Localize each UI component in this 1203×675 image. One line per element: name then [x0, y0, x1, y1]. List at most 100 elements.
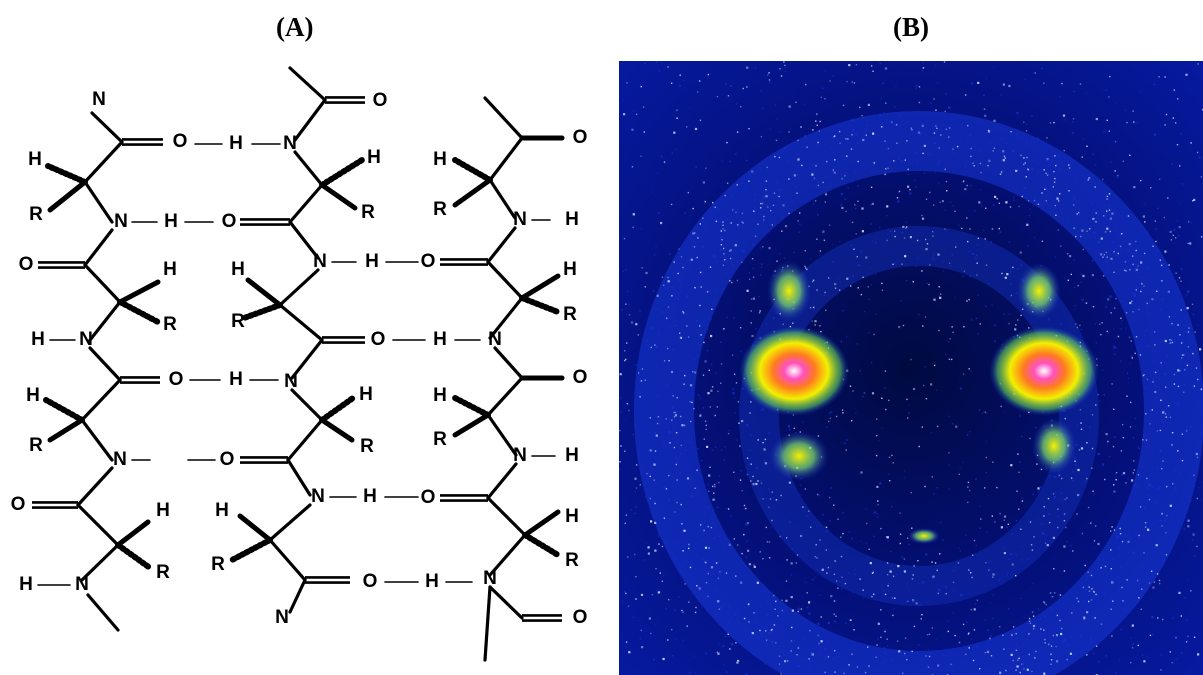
- bond-line: [286, 418, 324, 462]
- atom-side_chain: R: [563, 304, 577, 325]
- bond-line: [288, 220, 320, 260]
- atom-nitrogen: N: [79, 329, 93, 350]
- atom-oxygen: O: [371, 329, 386, 350]
- atom-nitrogen: N: [92, 89, 106, 110]
- atom-hydrogen: H: [215, 500, 229, 521]
- atom-hydrogen: H: [28, 149, 42, 170]
- atom-hydrogen: H: [229, 369, 243, 390]
- atom-side_chain: R: [163, 314, 177, 335]
- atom-oxygen: O: [220, 449, 235, 470]
- double-bond: [305, 576, 350, 584]
- bond-line: [83, 140, 124, 184]
- hashed-wedge-bond: [229, 537, 273, 563]
- bond-line: [80, 418, 114, 462]
- bond-line: [47, 179, 88, 213]
- bond-line: [486, 260, 524, 300]
- atom-oxygen: O: [421, 487, 436, 508]
- atom-side_chain: R: [29, 204, 43, 225]
- atom-oxygen: O: [222, 211, 237, 232]
- bond-line: [115, 519, 151, 548]
- double-bond: [440, 258, 488, 266]
- atom-nitrogen: N: [483, 568, 497, 589]
- bond-line: [76, 503, 120, 547]
- atom-side_chain: R: [433, 199, 447, 220]
- meridional-arc-reflections: [767, 261, 1076, 544]
- bond-line: [319, 417, 355, 443]
- hashed-wedge-bond: [117, 299, 161, 325]
- bond-line: [290, 338, 324, 380]
- atom-hydrogen: H: [363, 486, 377, 507]
- bond-line: [452, 412, 491, 438]
- atom-oxygen: O: [421, 251, 436, 272]
- bond-line: [290, 388, 324, 422]
- atom-nitrogen: N: [114, 211, 128, 232]
- bond-line: [293, 150, 324, 187]
- atom-hydrogen: H: [26, 385, 40, 406]
- atom-side_chain: R: [29, 435, 43, 456]
- double-bond: [122, 138, 163, 146]
- atom-oxygen: O: [363, 571, 378, 592]
- double-bond: [38, 261, 85, 269]
- hashed-wedge-bond: [241, 302, 283, 321]
- bond-line: [268, 538, 307, 582]
- atom-hydrogen: H: [433, 385, 447, 406]
- double-bond: [32, 501, 78, 509]
- double-bond: [440, 494, 488, 502]
- equatorial-reflection-left: [739, 326, 849, 416]
- atom-hydrogen: H: [359, 384, 373, 405]
- atom-hydrogen: H: [565, 506, 579, 527]
- atom-hydrogen: H: [365, 251, 379, 272]
- bond-line: [90, 111, 124, 144]
- atom-oxygen: O: [19, 254, 34, 275]
- bond-line: [488, 178, 517, 220]
- atom-nitrogen: N: [75, 574, 89, 595]
- hashed-wedge-bond: [319, 157, 365, 188]
- atom-nitrogen: N: [313, 251, 327, 272]
- bond-layer: [32, 66, 565, 662]
- atom-nitrogen: N: [488, 329, 502, 350]
- hashed-wedge-bond: [519, 295, 561, 315]
- x-ray-diffraction-pattern: [619, 61, 1203, 675]
- atom-hydrogen: H: [156, 500, 170, 521]
- bond-line: [88, 346, 122, 382]
- atom-hydrogen: H: [425, 571, 439, 592]
- atom-side_chain: R: [156, 562, 170, 583]
- bond-line: [245, 277, 283, 308]
- atom-nitrogen: N: [283, 133, 297, 154]
- bond-line: [319, 182, 358, 211]
- atom-oxygen: O: [573, 367, 588, 388]
- equatorial-reflection-right: [989, 326, 1099, 416]
- bond-line: [486, 462, 518, 500]
- atom-hydrogen: H: [31, 329, 45, 350]
- atom-oxygen: O: [173, 131, 188, 152]
- atom-side_chain: R: [360, 436, 374, 457]
- bond-line: [237, 513, 273, 543]
- atom-oxygen: O: [169, 369, 184, 390]
- atom-hydrogen: H: [164, 211, 178, 232]
- double-bond: [240, 218, 290, 226]
- hashed-wedge-bond: [319, 395, 356, 423]
- bond-line: [486, 376, 524, 417]
- diffraction-halo-ring: [634, 111, 1203, 675]
- atom-oxygen: O: [573, 127, 588, 148]
- bond-line: [288, 183, 324, 224]
- atom-side_chain: R: [433, 429, 447, 450]
- atom-hydrogen: H: [565, 209, 579, 230]
- bond-line: [268, 503, 312, 542]
- bond-line: [288, 66, 327, 102]
- bond-line: [483, 96, 524, 140]
- bond-line: [83, 263, 122, 304]
- atom-hydrogen: H: [563, 259, 577, 280]
- double-bond: [325, 96, 365, 104]
- atom-hydrogen: H: [231, 259, 245, 280]
- hashed-wedge-bond: [45, 163, 88, 185]
- bond-line: [83, 180, 114, 224]
- bond-line: [452, 177, 493, 208]
- bond-line: [488, 533, 527, 577]
- atom-hydrogen: H: [433, 329, 447, 350]
- bond-line: [486, 226, 517, 264]
- atom-side_chain: R: [361, 202, 375, 223]
- bond-line: [519, 273, 561, 301]
- atom-hydrogen: H: [367, 147, 381, 168]
- hashed-wedge-bond: [43, 397, 85, 423]
